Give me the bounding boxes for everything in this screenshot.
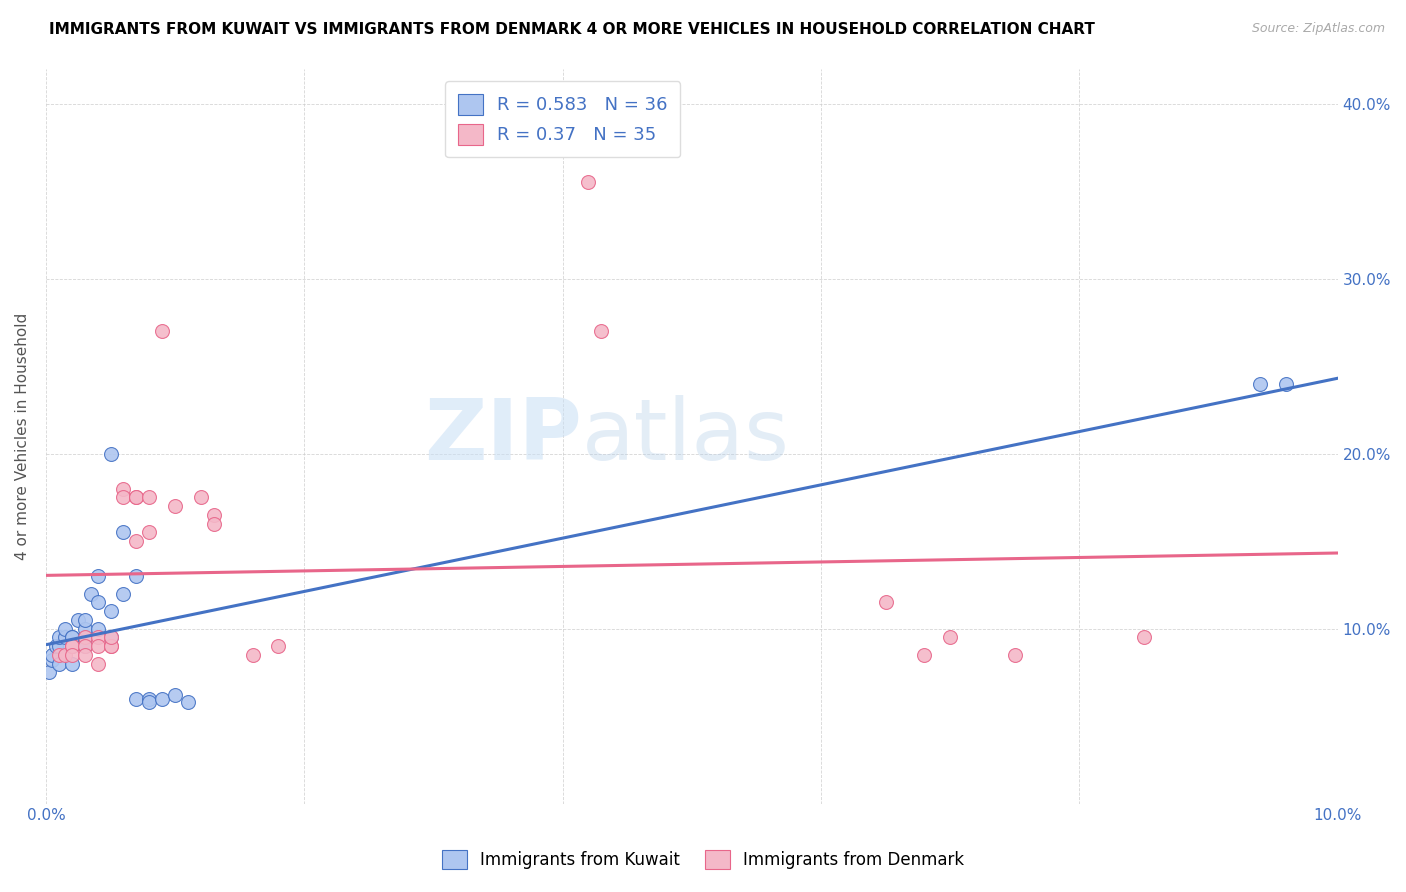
Point [150,324,173,338]
Point [190,491,212,505]
Point [112,482,135,496]
Point [53,631,76,645]
Point [112,491,135,505]
Point [125,491,148,505]
Point [150,691,173,706]
Point [939,631,962,645]
Text: IMMIGRANTS FROM KUWAIT VS IMMIGRANTS FROM DENMARK 4 OR MORE VEHICLES IN HOUSEHOL: IMMIGRANTS FROM KUWAIT VS IMMIGRANTS FRO… [49,22,1095,37]
Point [60,631,83,645]
Point [53,648,76,662]
Point [138,691,160,706]
Point [125,569,148,583]
Legend: R = 0.583   N = 36, R = 0.37   N = 35: R = 0.583 N = 36, R = 0.37 N = 35 [444,81,681,157]
Point [100,639,122,653]
Point [86,622,108,636]
Point [112,586,135,600]
Point [578,175,600,189]
Point [138,695,160,709]
Point [86,569,108,583]
Point [165,499,187,513]
Point [73,631,96,645]
Point [112,525,135,540]
Point [202,516,225,531]
Point [100,446,122,460]
Point [86,657,108,671]
Point [60,657,83,671]
Point [60,648,83,662]
Point [125,534,148,549]
Point [48,648,70,662]
Point [73,639,96,653]
Point [100,631,122,645]
Point [86,631,108,645]
Point [41,648,63,662]
Point [73,613,96,627]
Point [48,639,70,653]
Text: atlas: atlas [582,394,790,477]
Point [202,508,225,522]
Point [138,525,160,540]
Point [1275,376,1298,391]
Point [177,695,200,709]
Point [100,639,122,653]
Point [53,622,76,636]
Point [242,648,264,662]
Point [48,657,70,671]
Point [38,665,60,680]
Point [100,604,122,618]
Point [60,639,83,653]
Y-axis label: 4 or more Vehicles in Household: 4 or more Vehicles in Household [15,312,30,559]
Text: Source: ZipAtlas.com: Source: ZipAtlas.com [1251,22,1385,36]
Point [73,648,96,662]
Point [60,639,83,653]
Point [267,639,290,653]
Point [1249,376,1271,391]
Point [165,688,187,702]
Point [73,631,96,645]
Point [41,653,63,667]
Point [48,631,70,645]
Point [60,631,83,645]
Point [1133,631,1156,645]
Point [86,595,108,609]
Point [60,639,83,653]
Point [80,586,103,600]
Point [125,491,148,505]
Point [73,639,96,653]
Point [73,622,96,636]
Point [67,613,90,627]
Legend: Immigrants from Kuwait, Immigrants from Denmark: Immigrants from Kuwait, Immigrants from … [432,840,974,880]
Point [912,648,935,662]
Point [591,324,613,338]
Point [125,691,148,706]
Point [100,631,122,645]
Point [1004,648,1026,662]
Point [86,639,108,653]
Text: ZIP: ZIP [425,394,582,477]
Point [875,595,897,609]
Point [138,491,160,505]
Point [45,639,67,653]
